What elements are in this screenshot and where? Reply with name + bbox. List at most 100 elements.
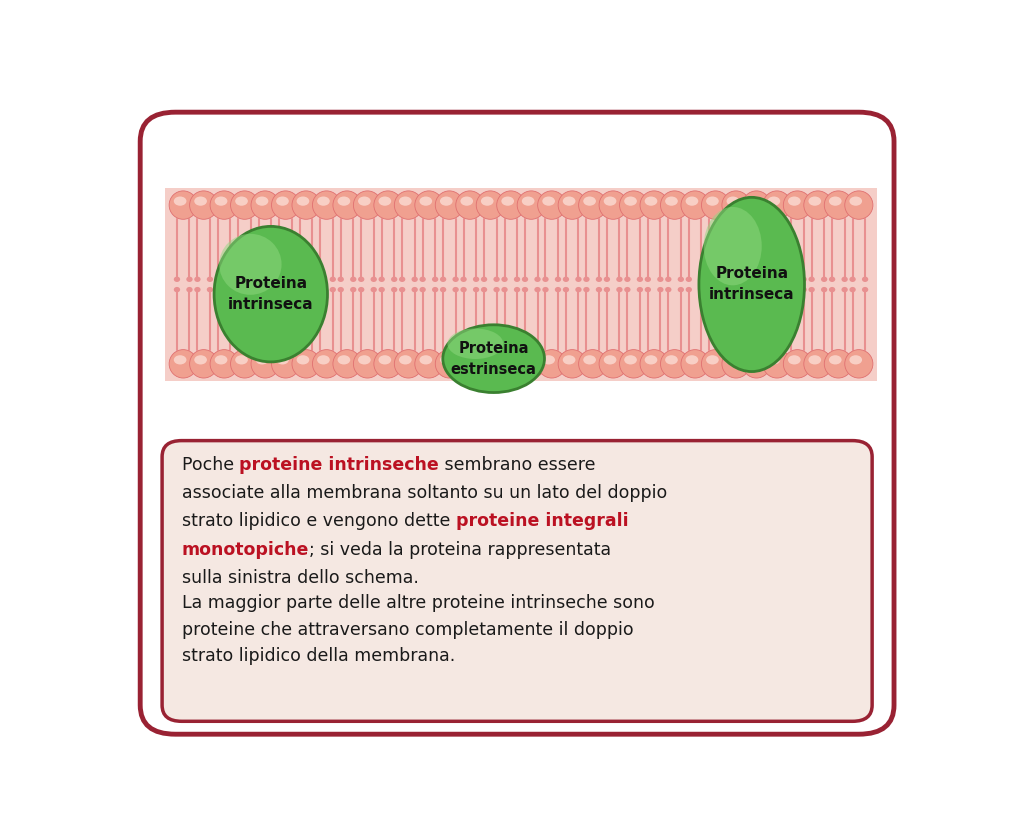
Ellipse shape <box>535 277 541 282</box>
Text: strato lipidico della membrana.: strato lipidico della membrana. <box>182 647 455 665</box>
Ellipse shape <box>640 349 668 378</box>
Ellipse shape <box>174 287 181 292</box>
Ellipse shape <box>174 277 181 282</box>
FancyBboxPatch shape <box>140 112 894 734</box>
Ellipse shape <box>681 349 709 378</box>
Ellipse shape <box>289 277 295 282</box>
Ellipse shape <box>309 287 316 292</box>
Ellipse shape <box>358 196 370 206</box>
Ellipse shape <box>235 277 241 282</box>
Ellipse shape <box>625 196 637 206</box>
Ellipse shape <box>330 277 336 282</box>
Ellipse shape <box>514 277 521 282</box>
Ellipse shape <box>726 287 733 292</box>
Ellipse shape <box>665 355 678 365</box>
Ellipse shape <box>747 287 754 292</box>
Text: La maggior parte delle altre proteine intrinseche sono: La maggior parte delle altre proteine in… <box>182 594 655 613</box>
Ellipse shape <box>215 287 221 292</box>
Ellipse shape <box>440 196 453 206</box>
Ellipse shape <box>460 277 467 282</box>
Ellipse shape <box>255 196 268 206</box>
Ellipse shape <box>338 287 344 292</box>
Ellipse shape <box>501 287 508 292</box>
Ellipse shape <box>460 196 473 206</box>
Ellipse shape <box>297 196 310 206</box>
Ellipse shape <box>415 191 443 220</box>
Ellipse shape <box>563 196 575 206</box>
Text: ; si veda la proteina rappresentata: ; si veda la proteina rappresentata <box>309 541 611 559</box>
Ellipse shape <box>501 196 514 206</box>
Ellipse shape <box>215 277 221 282</box>
Ellipse shape <box>350 277 356 282</box>
Ellipse shape <box>317 355 330 365</box>
Ellipse shape <box>190 349 218 378</box>
Ellipse shape <box>625 287 631 292</box>
Ellipse shape <box>435 191 463 220</box>
Ellipse shape <box>747 277 754 282</box>
Ellipse shape <box>333 349 361 378</box>
Ellipse shape <box>170 191 198 220</box>
Ellipse shape <box>370 287 377 292</box>
Ellipse shape <box>412 287 418 292</box>
Ellipse shape <box>678 287 684 292</box>
Ellipse shape <box>317 287 324 292</box>
Ellipse shape <box>768 355 780 365</box>
Ellipse shape <box>657 277 664 282</box>
Ellipse shape <box>358 287 364 292</box>
Ellipse shape <box>808 196 821 206</box>
Ellipse shape <box>190 191 218 220</box>
Ellipse shape <box>603 355 616 365</box>
Ellipse shape <box>783 191 811 220</box>
Ellipse shape <box>370 277 377 282</box>
Text: sulla sinistra dello schema.: sulla sinistra dello schema. <box>182 569 419 587</box>
Ellipse shape <box>452 287 459 292</box>
Ellipse shape <box>800 287 807 292</box>
Ellipse shape <box>563 287 569 292</box>
Ellipse shape <box>661 191 689 220</box>
Ellipse shape <box>563 277 569 282</box>
Ellipse shape <box>501 355 514 365</box>
Ellipse shape <box>718 277 724 282</box>
Ellipse shape <box>808 355 821 365</box>
Ellipse shape <box>440 355 453 365</box>
Ellipse shape <box>235 196 248 206</box>
Ellipse shape <box>599 349 628 378</box>
Ellipse shape <box>443 325 545 392</box>
Ellipse shape <box>297 355 310 365</box>
Ellipse shape <box>599 191 628 220</box>
Ellipse shape <box>415 349 443 378</box>
Ellipse shape <box>763 191 791 220</box>
Ellipse shape <box>317 277 324 282</box>
Ellipse shape <box>309 277 316 282</box>
Ellipse shape <box>686 287 692 292</box>
Ellipse shape <box>374 349 402 378</box>
Ellipse shape <box>432 277 438 282</box>
Ellipse shape <box>686 277 692 282</box>
Ellipse shape <box>850 287 856 292</box>
Ellipse shape <box>542 287 549 292</box>
Ellipse shape <box>842 287 848 292</box>
Text: Proteina
intrinseca: Proteina intrinseca <box>228 277 314 312</box>
Ellipse shape <box>721 349 750 378</box>
Ellipse shape <box>476 191 504 220</box>
Ellipse shape <box>788 196 801 206</box>
Ellipse shape <box>698 287 704 292</box>
Ellipse shape <box>657 287 664 292</box>
Ellipse shape <box>195 287 201 292</box>
Ellipse shape <box>829 287 835 292</box>
Ellipse shape <box>575 287 581 292</box>
Ellipse shape <box>701 191 730 220</box>
Ellipse shape <box>821 287 827 292</box>
Ellipse shape <box>645 355 657 365</box>
Ellipse shape <box>665 287 671 292</box>
Ellipse shape <box>583 355 596 365</box>
Ellipse shape <box>378 196 391 206</box>
Ellipse shape <box>661 349 689 378</box>
Ellipse shape <box>780 287 786 292</box>
Ellipse shape <box>207 287 213 292</box>
Ellipse shape <box>276 287 283 292</box>
Ellipse shape <box>493 287 499 292</box>
Ellipse shape <box>297 277 303 282</box>
Ellipse shape <box>788 355 801 365</box>
Ellipse shape <box>637 277 643 282</box>
